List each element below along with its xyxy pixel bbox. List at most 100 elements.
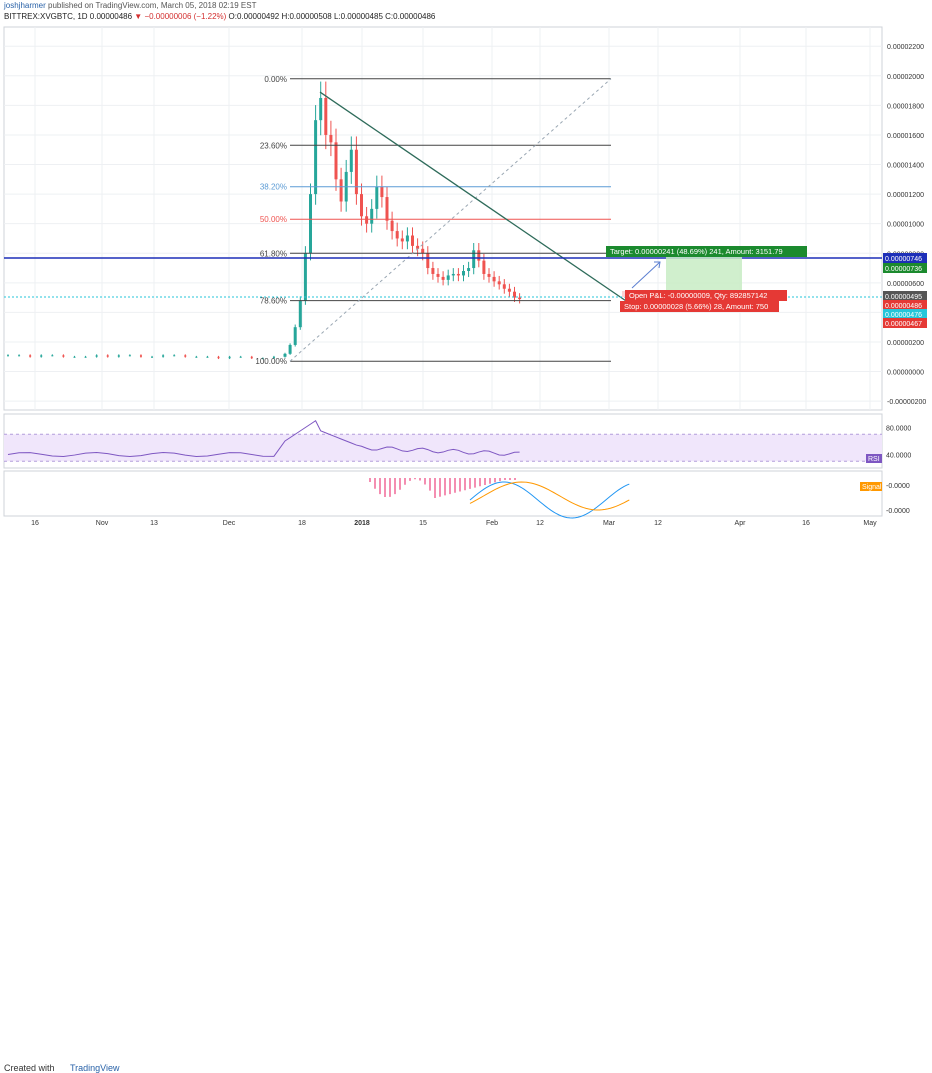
candle-body xyxy=(239,356,242,358)
price-label-box xyxy=(883,253,927,263)
stop-label: Stop: 0.00000028 (5.66%) 28, Amount: 750 xyxy=(624,302,768,311)
candle-body xyxy=(395,231,399,239)
candle-body xyxy=(518,297,522,300)
x-tick-label: 16 xyxy=(802,520,810,527)
candle-body xyxy=(73,356,76,358)
pnl-label: Open P&L: -0.00000009, Qty: 892857142 xyxy=(629,291,767,300)
price-label: 0.00000746 xyxy=(885,256,922,263)
fib-level-label: 0.00% xyxy=(264,75,287,84)
candle-body xyxy=(283,353,287,357)
y-tick-label: -0.00000200 xyxy=(887,399,926,406)
candle-body xyxy=(117,355,120,357)
candle-body xyxy=(288,344,292,354)
macd-pane[interactable]: Signal xyxy=(3,470,883,519)
price-label-box xyxy=(883,300,927,310)
candle-body xyxy=(477,250,481,261)
y-tick-label: 0.00001800 xyxy=(887,103,924,110)
candle-body xyxy=(51,355,54,357)
symbol-info: BITTREX:XVGBTC, 1D 0.00000486 ▼ −0.00000… xyxy=(4,12,435,21)
candle-body xyxy=(385,197,389,221)
candle-body xyxy=(354,149,358,195)
fib-level-label: 61.80% xyxy=(260,249,287,258)
rsi-tick-label: 80.0000 xyxy=(886,426,911,433)
candle-body xyxy=(431,268,435,274)
y-tick-label: 0.00002000 xyxy=(887,74,924,81)
candle-body xyxy=(426,253,430,269)
candle-body xyxy=(482,260,486,274)
candle-body xyxy=(390,220,394,232)
fib-level-label: 100.00% xyxy=(255,357,287,366)
y-tick-label: 0.00001000 xyxy=(887,222,924,229)
candle-body xyxy=(18,355,21,357)
candle-body xyxy=(421,248,425,254)
price-label-box xyxy=(883,318,927,328)
candle-body xyxy=(106,355,109,357)
candle-body xyxy=(497,281,501,285)
x-tick-label: 2018 xyxy=(354,520,370,527)
candle-body xyxy=(436,273,440,277)
candle-body xyxy=(411,235,414,246)
candle-body xyxy=(139,355,142,357)
arrow-head-icon xyxy=(654,261,661,269)
candle-body xyxy=(492,276,496,282)
rsi-badge xyxy=(866,454,882,463)
x-tick-label: May xyxy=(863,520,877,527)
author-link[interactable]: joshjharmer xyxy=(4,1,46,10)
axes: 0.00002200 0.00002000 0.00001800 0.00001600… xyxy=(31,44,927,527)
candle-body xyxy=(95,355,98,357)
y-tick-label: 0.00001400 xyxy=(887,163,924,170)
price-label: 0.00000495 xyxy=(885,294,922,301)
price-change: −0.00000006 (−1.22%) xyxy=(144,12,227,21)
macd-pane-frame xyxy=(3,470,883,517)
rsi-pane[interactable]: RSI xyxy=(3,413,883,469)
candle-body xyxy=(7,355,9,357)
candle-body xyxy=(360,194,363,217)
candle-body xyxy=(62,355,65,357)
x-tick-label: 16 xyxy=(31,520,39,527)
x-tick-label: 12 xyxy=(654,520,662,527)
symbol-name: BITTREX:XVGBTC, 1D 0.00000486 xyxy=(4,12,133,21)
candle-body xyxy=(472,250,476,269)
price-label-box xyxy=(883,263,927,273)
candle-body xyxy=(487,273,491,277)
candle-body xyxy=(400,238,404,242)
candle-body xyxy=(272,356,275,359)
chart-header: joshjharmer published on TradingView.com… xyxy=(0,0,932,24)
candle-body xyxy=(84,356,87,358)
candle-body xyxy=(298,300,302,328)
x-tick-label: Dec xyxy=(223,520,236,527)
signal-line xyxy=(469,481,630,511)
x-tick-label: Feb xyxy=(486,520,498,527)
price-label-box xyxy=(883,291,927,301)
tradingview-logo[interactable]: TradingView xyxy=(70,1063,120,1073)
created-with-label: Created with xyxy=(4,1063,55,1073)
candle-body xyxy=(507,288,511,292)
ohlc-values: O:0.00000492 H:0.00000508 L:0.00000485 C… xyxy=(228,12,436,21)
macd-tick-label: -0.0000 xyxy=(886,483,910,490)
candle-body xyxy=(217,356,220,359)
y-tick-label: 0.00001200 xyxy=(887,192,924,199)
candle-body xyxy=(329,134,333,143)
candle-body xyxy=(513,291,516,298)
pnl-label-box xyxy=(625,290,787,301)
target-label: Target: 0.00000241 (48.69%) 241, Amount:… xyxy=(610,247,783,256)
candle-body xyxy=(314,120,318,195)
target-zone xyxy=(666,251,742,291)
candle-body xyxy=(334,142,338,180)
price-label-box xyxy=(883,309,927,319)
macd-line xyxy=(469,481,630,519)
candle-body xyxy=(128,355,131,357)
price-chart[interactable]: 0.00% 23.60% 38.20% 50.00% 61.80% 78.60% 100.0… xyxy=(0,0,932,528)
fib-level-label: 38.20% xyxy=(260,183,287,192)
candle-body xyxy=(365,216,369,224)
down-arrow-icon: ▼ xyxy=(134,12,143,21)
price-label: 0.00000467 xyxy=(885,321,922,328)
y-tick-label: 0.00000000 xyxy=(887,370,924,377)
main-pane[interactable]: 0.00% 23.60% 38.20% 50.00% 61.80% 78.60% 100.0… xyxy=(3,26,883,411)
candle-body xyxy=(456,273,460,276)
candle-body xyxy=(184,355,187,357)
candle-body xyxy=(29,355,32,357)
candle-body xyxy=(250,356,253,359)
rsi-tick-label: 40.0000 xyxy=(886,453,911,460)
fib-level-label: 23.60% xyxy=(260,141,287,150)
